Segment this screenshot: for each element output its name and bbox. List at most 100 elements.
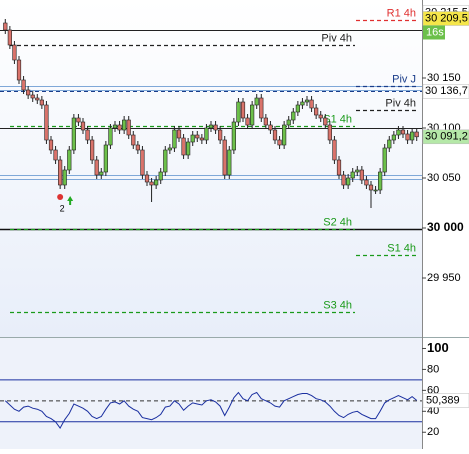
candle-body (94, 159, 99, 176)
candle-body (67, 149, 72, 171)
candle-body (346, 177, 351, 186)
candle-body (277, 139, 282, 146)
candle-body (117, 124, 122, 131)
candle-body (199, 137, 204, 141)
candle-body (186, 141, 191, 156)
candle-body (259, 97, 264, 119)
signal-marker (57, 194, 64, 200)
candle-body (268, 124, 273, 131)
price-panel (0, 0, 422, 337)
candle-body (387, 139, 392, 149)
candle-body (341, 174, 346, 186)
candle-body (300, 101, 305, 106)
candle-body (112, 124, 118, 129)
candle-body (410, 131, 415, 141)
pivot-label: S2 4h (323, 216, 352, 228)
candle-body (181, 137, 186, 156)
candle-body (309, 99, 314, 109)
candle-body (195, 134, 200, 139)
candle-body (108, 127, 113, 146)
candle-body (163, 149, 168, 173)
candle-body (190, 134, 195, 143)
signal-label: 2 (60, 203, 65, 213)
y-tick-label: 40 (427, 405, 439, 417)
candle-body (291, 111, 296, 121)
candle-body (158, 171, 163, 181)
candle-body (382, 147, 387, 173)
y-tick-label: 80 (427, 363, 439, 375)
rsi-line (4, 391, 418, 430)
candle-body (364, 179, 369, 186)
pivot-label: R1 4h (387, 7, 416, 19)
candle-body (103, 144, 108, 173)
candle-body (135, 144, 140, 151)
candle-body (172, 129, 177, 149)
pivot-label: S1 4h (387, 242, 416, 254)
candle-body (245, 117, 250, 126)
candle-body (236, 101, 241, 123)
pivot-label: Piv 4h (385, 97, 416, 109)
candle-body (208, 124, 214, 129)
candle-body (90, 139, 95, 161)
candle-body (405, 133, 410, 141)
candle-body (400, 129, 406, 135)
signal-arrow (67, 196, 74, 205)
candle-body (76, 117, 81, 123)
candle-body (53, 149, 58, 161)
pivot-label: S3 4h (323, 299, 352, 311)
candle-body (144, 174, 150, 183)
price-tag-label: 30 091,2 (425, 131, 468, 143)
candle-body (240, 101, 246, 119)
candle-body (80, 121, 86, 131)
candle-body (26, 89, 31, 96)
candle-body (295, 104, 300, 113)
candle-body (231, 121, 236, 151)
price-tag (422, 84, 469, 99)
y-tick-label: 20 (427, 426, 439, 438)
price-tag-label: 30 136,7 (425, 85, 468, 97)
candle-body (250, 104, 255, 126)
candle-body (154, 179, 159, 186)
candle-body (35, 97, 40, 101)
candle-body (85, 129, 90, 141)
candle-body (204, 127, 209, 141)
candle-body (122, 119, 127, 131)
candle-body (131, 134, 136, 146)
y-tick-label: 30 050 (427, 172, 461, 184)
candle-body (272, 129, 278, 141)
y-tick-label: 30 000 (427, 220, 464, 234)
candle-body (378, 171, 383, 191)
candle-body (314, 107, 319, 116)
candle-body (396, 129, 401, 136)
countdown-box (423, 25, 445, 40)
y-tick-label: 100 (427, 340, 449, 355)
price-tag (422, 129, 469, 145)
rsi-tag (422, 393, 469, 408)
candle-body (286, 119, 291, 126)
rsi-tag-label: 50,389 (426, 394, 460, 406)
candle-body (58, 159, 63, 186)
y-tick-label: 29 950 (427, 272, 461, 284)
candle-body (263, 117, 268, 126)
candle-body (167, 147, 172, 151)
candle-body (355, 169, 360, 173)
countdown: 16s (426, 26, 444, 38)
candle-body (318, 114, 323, 119)
candle-body (359, 169, 364, 181)
candle-body (332, 139, 337, 161)
candle-body (282, 124, 287, 146)
candle-body (16, 59, 22, 81)
candle-body (373, 189, 378, 192)
candle-body (140, 149, 145, 176)
candle-body (368, 184, 374, 191)
candle-body (149, 181, 154, 186)
candle-body (213, 124, 218, 131)
candle-body (99, 171, 104, 176)
candle-body (21, 79, 26, 91)
candle-body (304, 99, 310, 103)
rsi-panel (0, 338, 422, 449)
pivot-label: S1 4h (323, 113, 352, 125)
candle-body (218, 129, 223, 141)
pivot-label: Piv J (392, 73, 416, 85)
